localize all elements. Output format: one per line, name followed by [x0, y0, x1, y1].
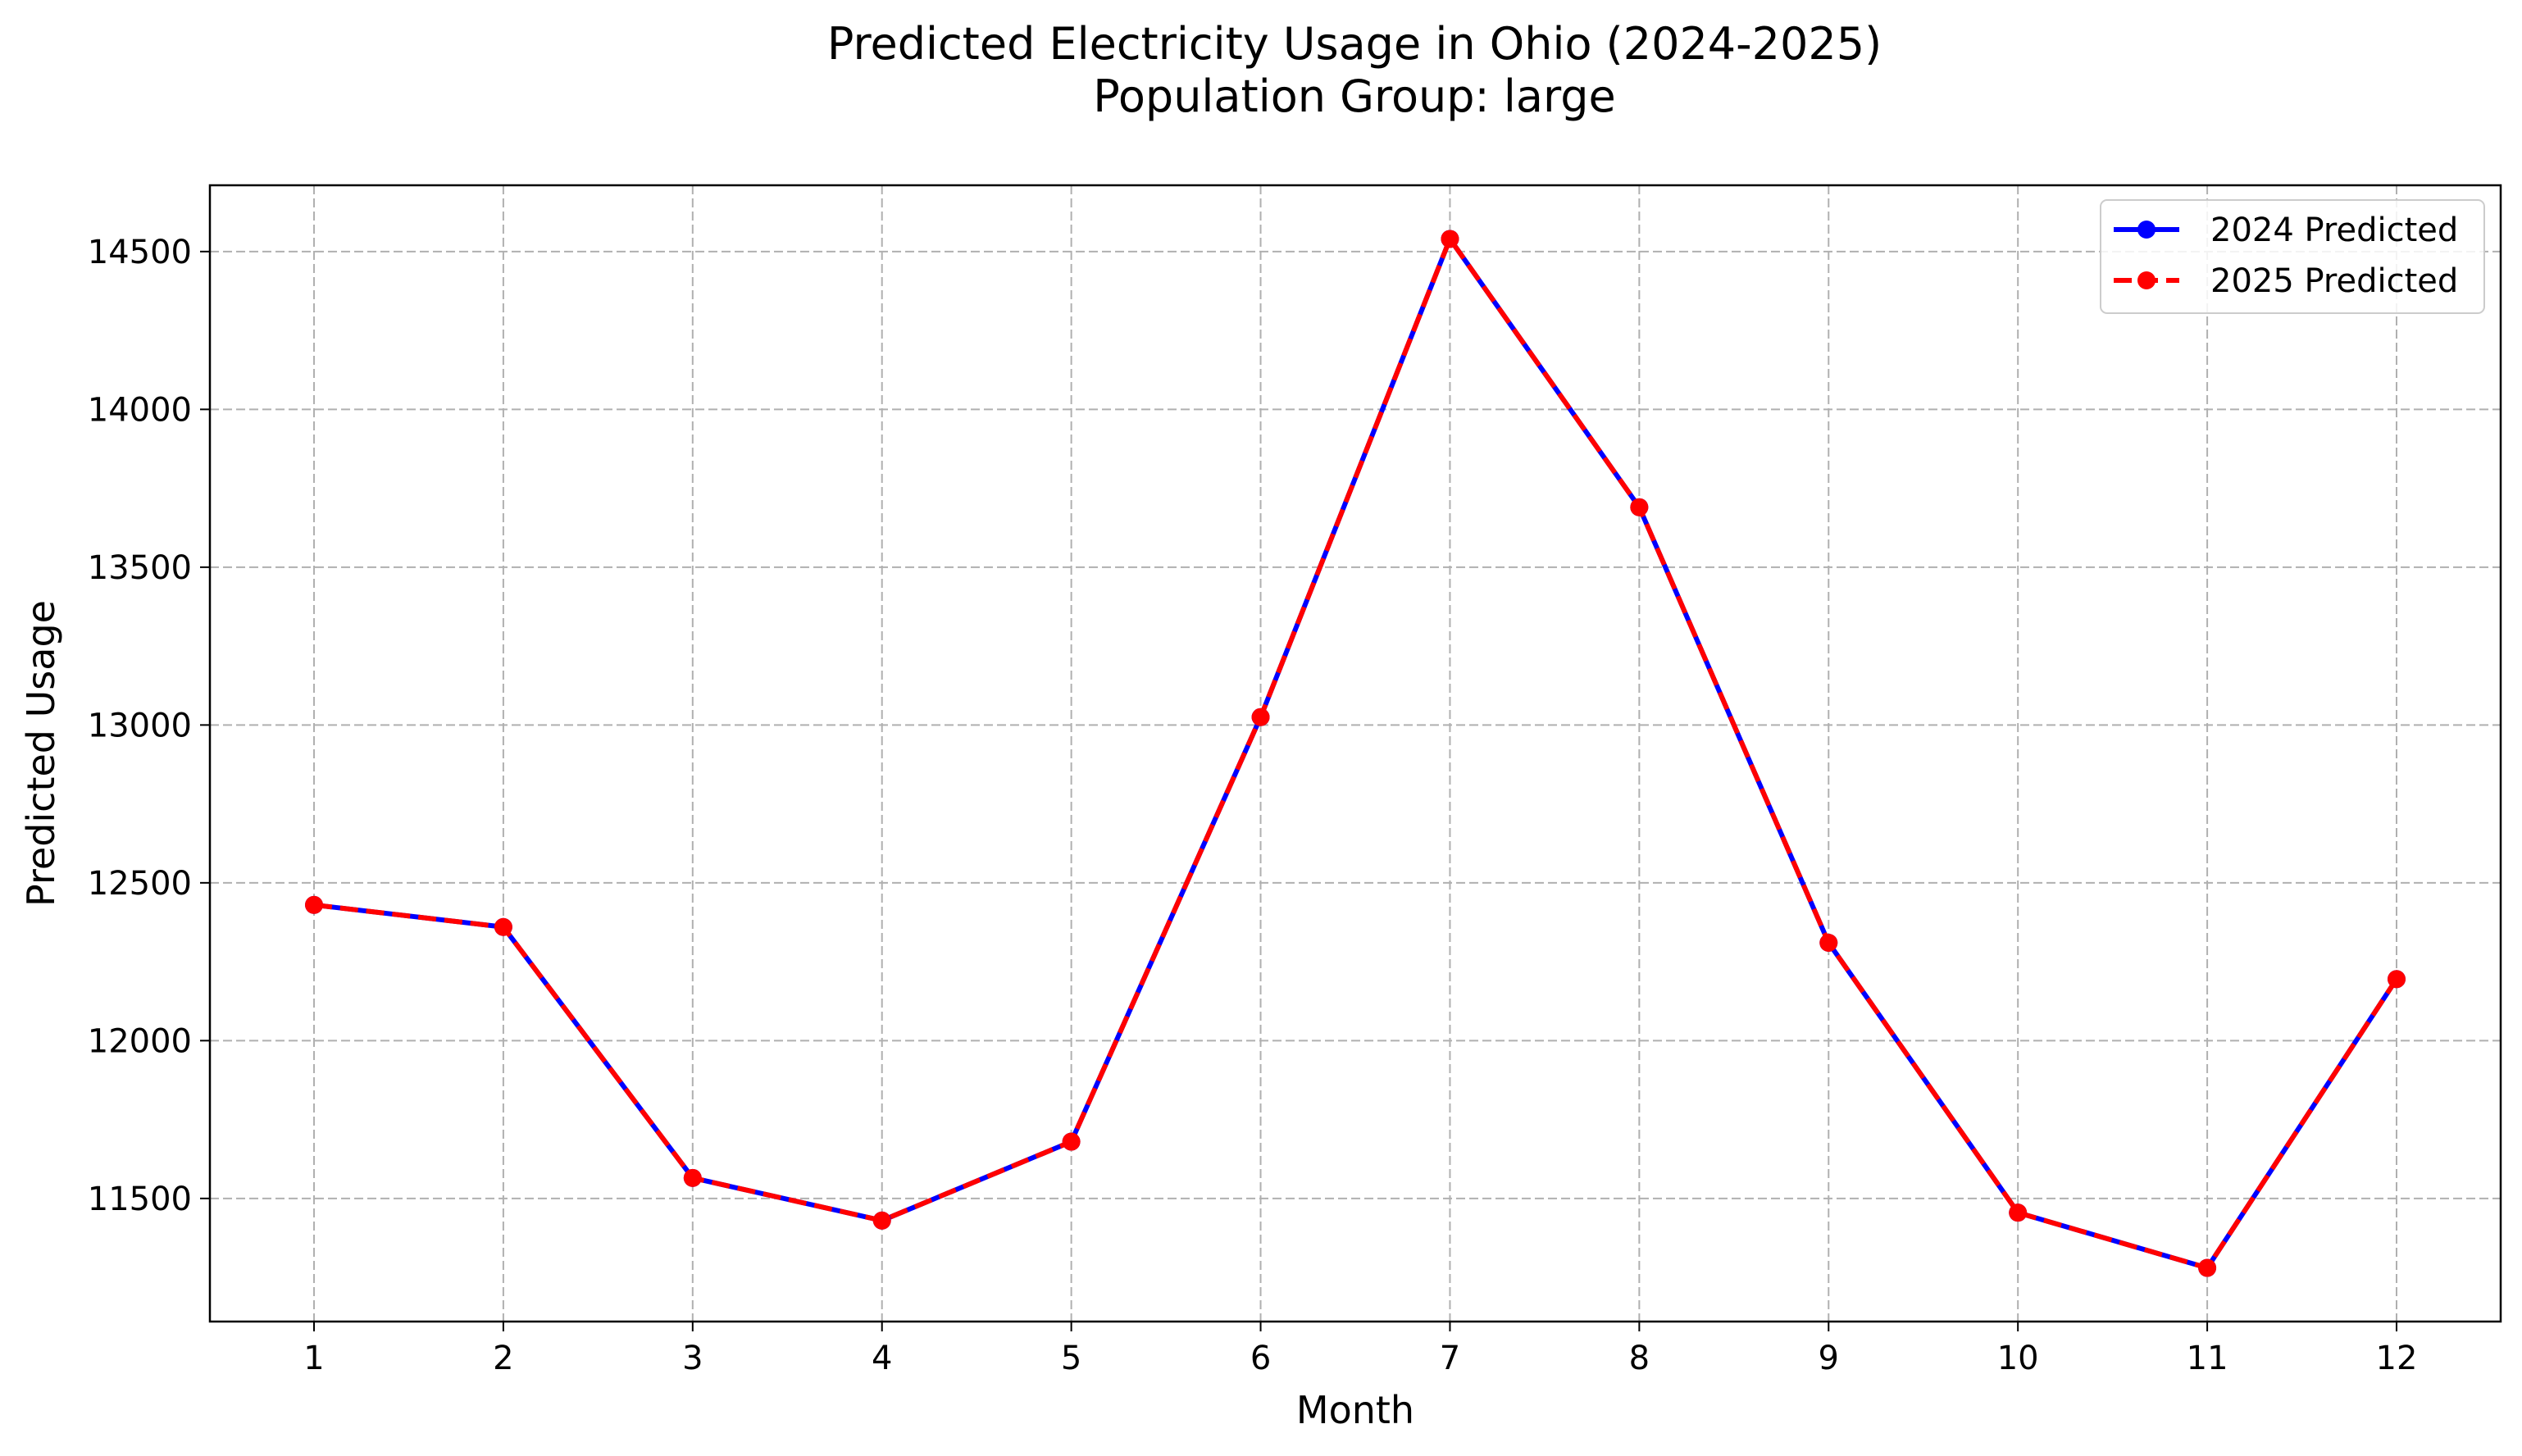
legend-marker-2 — [2137, 271, 2156, 289]
x-tick-label: 7 — [1440, 1340, 1460, 1377]
y-tick-label: 12500 — [88, 865, 192, 903]
legend-items: 2024 Predicted 2025 Predicted — [2114, 212, 2458, 300]
series-2-point — [2198, 1258, 2217, 1277]
y-tick-label: 14500 — [88, 234, 192, 271]
legend-marker-1 — [2137, 221, 2156, 239]
series-2-point — [1441, 230, 1459, 248]
x-tick-label: 2 — [493, 1340, 513, 1377]
series-2-point — [2009, 1203, 2028, 1222]
x-axis-label: Month — [1296, 1388, 1414, 1432]
x-tick-label: 5 — [1061, 1340, 1081, 1377]
y-tick-label: 13000 — [88, 707, 192, 744]
x-tick-label: 12 — [2376, 1340, 2418, 1377]
series-2-point — [494, 917, 512, 936]
legend: 2024 Predicted 2025 Predicted — [2100, 199, 2485, 314]
x-tick-label: 8 — [1629, 1340, 1650, 1377]
plot-frame — [208, 184, 2502, 1323]
legend-box — [2100, 199, 2485, 314]
chart-title: Predicted Electricity Usage in Ohio (202… — [827, 18, 1882, 70]
y-axis-label: Predicted Usage — [19, 600, 63, 907]
chart-subtitle: Population Group: large — [1093, 71, 1615, 122]
series-2-point — [305, 895, 323, 914]
y-tick-label: 11500 — [88, 1181, 192, 1218]
y-tick-label: 14000 — [88, 391, 192, 429]
x-tick-label: 6 — [1250, 1340, 1271, 1377]
y-axis-ticks: 11500 12000 12500 13000 13500 14000 14500 — [88, 234, 210, 1218]
x-tick-label: 10 — [1997, 1340, 2039, 1377]
x-axis-ticks: 1 2 3 4 5 6 7 8 9 10 11 12 — [303, 1322, 2417, 1377]
legend-label-1: 2024 Predicted — [2210, 212, 2458, 249]
series-2-point — [2388, 970, 2406, 989]
series-2-point — [1630, 498, 1649, 516]
x-tick-label: 1 — [303, 1340, 324, 1377]
series-2-point — [1251, 708, 1270, 726]
series-2-point — [872, 1211, 891, 1230]
y-tick-label: 13500 — [88, 549, 192, 587]
series-2-point — [683, 1168, 702, 1187]
series-2-point — [1062, 1132, 1081, 1151]
x-tick-label: 9 — [1819, 1340, 1839, 1377]
series-layer — [305, 230, 2406, 1277]
x-tick-label: 3 — [682, 1340, 703, 1377]
y-tick-label: 12000 — [88, 1022, 192, 1060]
series-2-point — [1819, 934, 1838, 952]
series-line-2 — [313, 236, 2399, 1271]
x-tick-label: 11 — [2187, 1340, 2228, 1377]
x-tick-label: 4 — [872, 1340, 892, 1377]
legend-label-2: 2025 Predicted — [2210, 262, 2458, 300]
